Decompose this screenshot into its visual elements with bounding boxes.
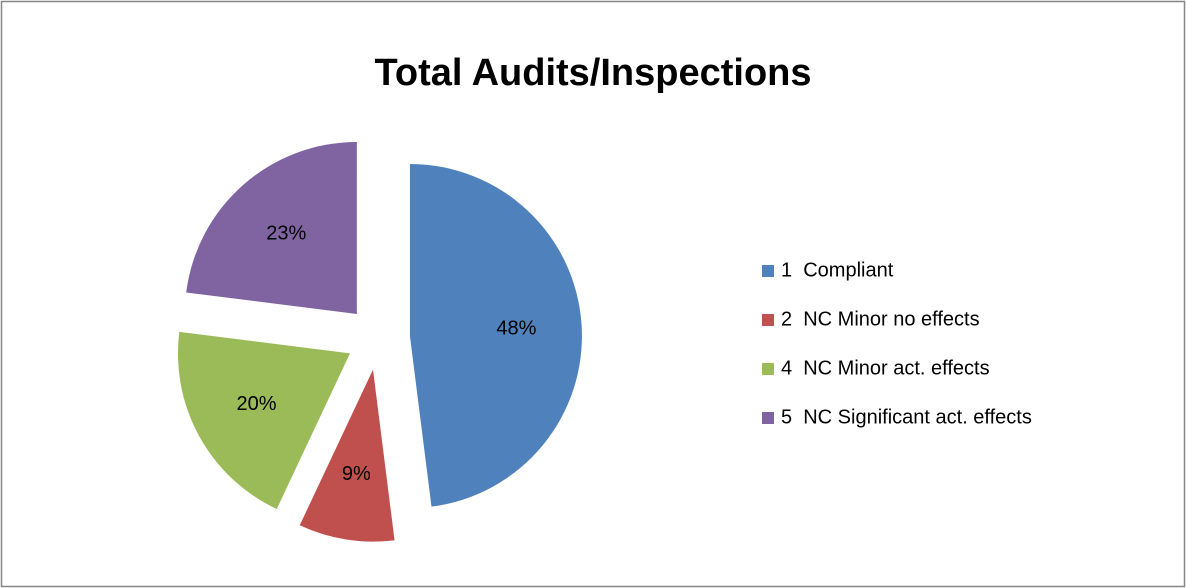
chart-title: Total Audits/Inspections (374, 52, 811, 94)
pie-slice (177, 331, 350, 510)
legend-swatch (762, 265, 774, 277)
legend-label: 1 Compliant (781, 259, 894, 281)
legend-label: 5 NC Significant act. effects (781, 406, 1032, 428)
pie-slice (186, 141, 357, 314)
legend-swatch (762, 412, 774, 424)
data-label: 48% (496, 318, 536, 340)
data-label: 23% (266, 222, 306, 244)
legend-label: 2 NC Minor no effects (781, 308, 980, 330)
legend-swatch (762, 314, 774, 326)
pie-slice (299, 369, 395, 542)
legend-swatch (762, 363, 774, 375)
data-label: 9% (342, 463, 371, 485)
pie-slice (409, 163, 582, 507)
data-label: 20% (236, 393, 276, 415)
legend-label: 4 NC Minor act. effects (781, 357, 990, 379)
